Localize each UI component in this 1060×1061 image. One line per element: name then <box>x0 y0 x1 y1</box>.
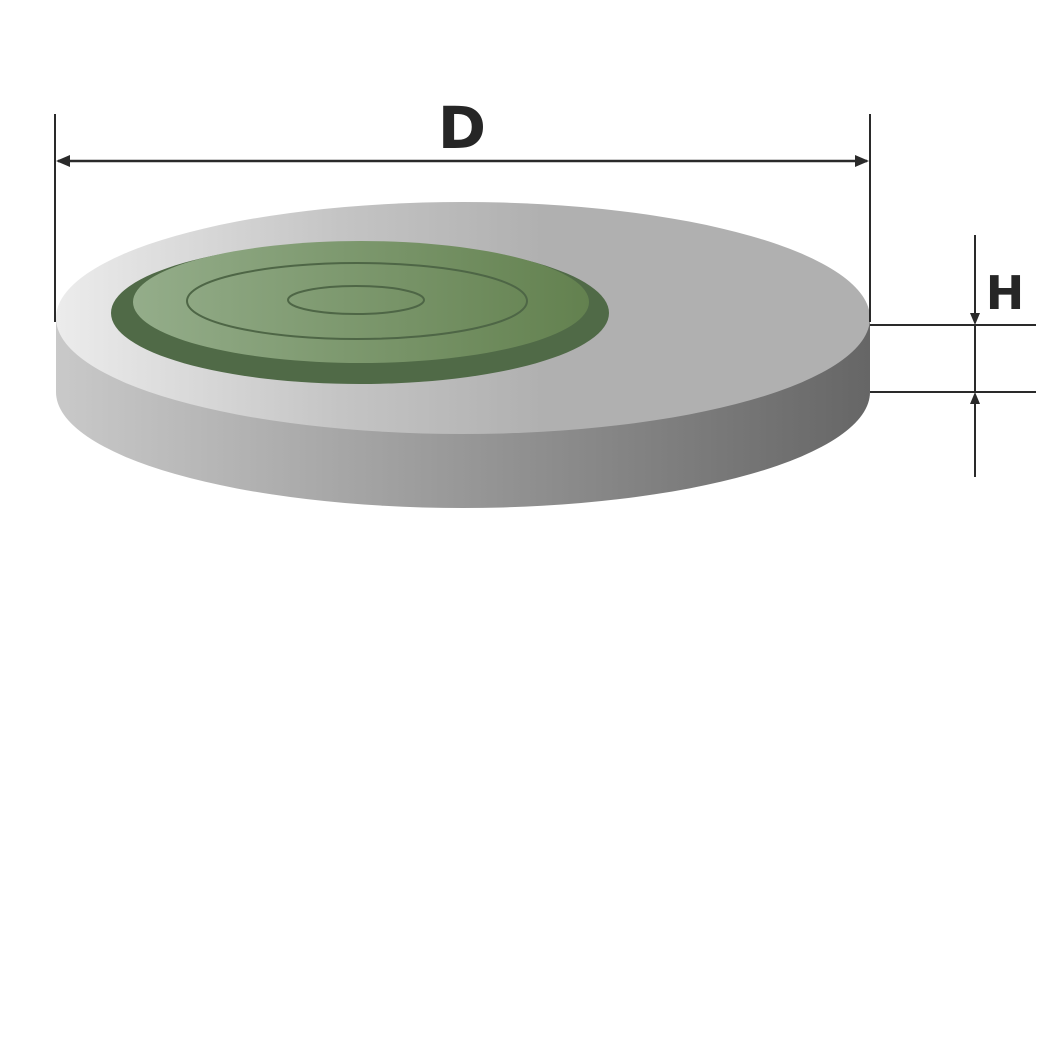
hatch-lid <box>133 241 589 363</box>
diameter-arrow-right-icon <box>855 155 869 167</box>
height-label: H <box>986 266 1025 320</box>
hatch-outer-ring <box>186 262 528 340</box>
height-arrow-down-icon <box>970 313 980 325</box>
height-arrow-up-icon <box>970 392 980 404</box>
diameter-arrow-left-icon <box>56 155 70 167</box>
diameter-dimension: D <box>54 94 871 322</box>
hatch-inner-ring <box>287 285 425 315</box>
diameter-label: D <box>438 94 486 162</box>
height-dimension: H <box>870 235 1036 477</box>
